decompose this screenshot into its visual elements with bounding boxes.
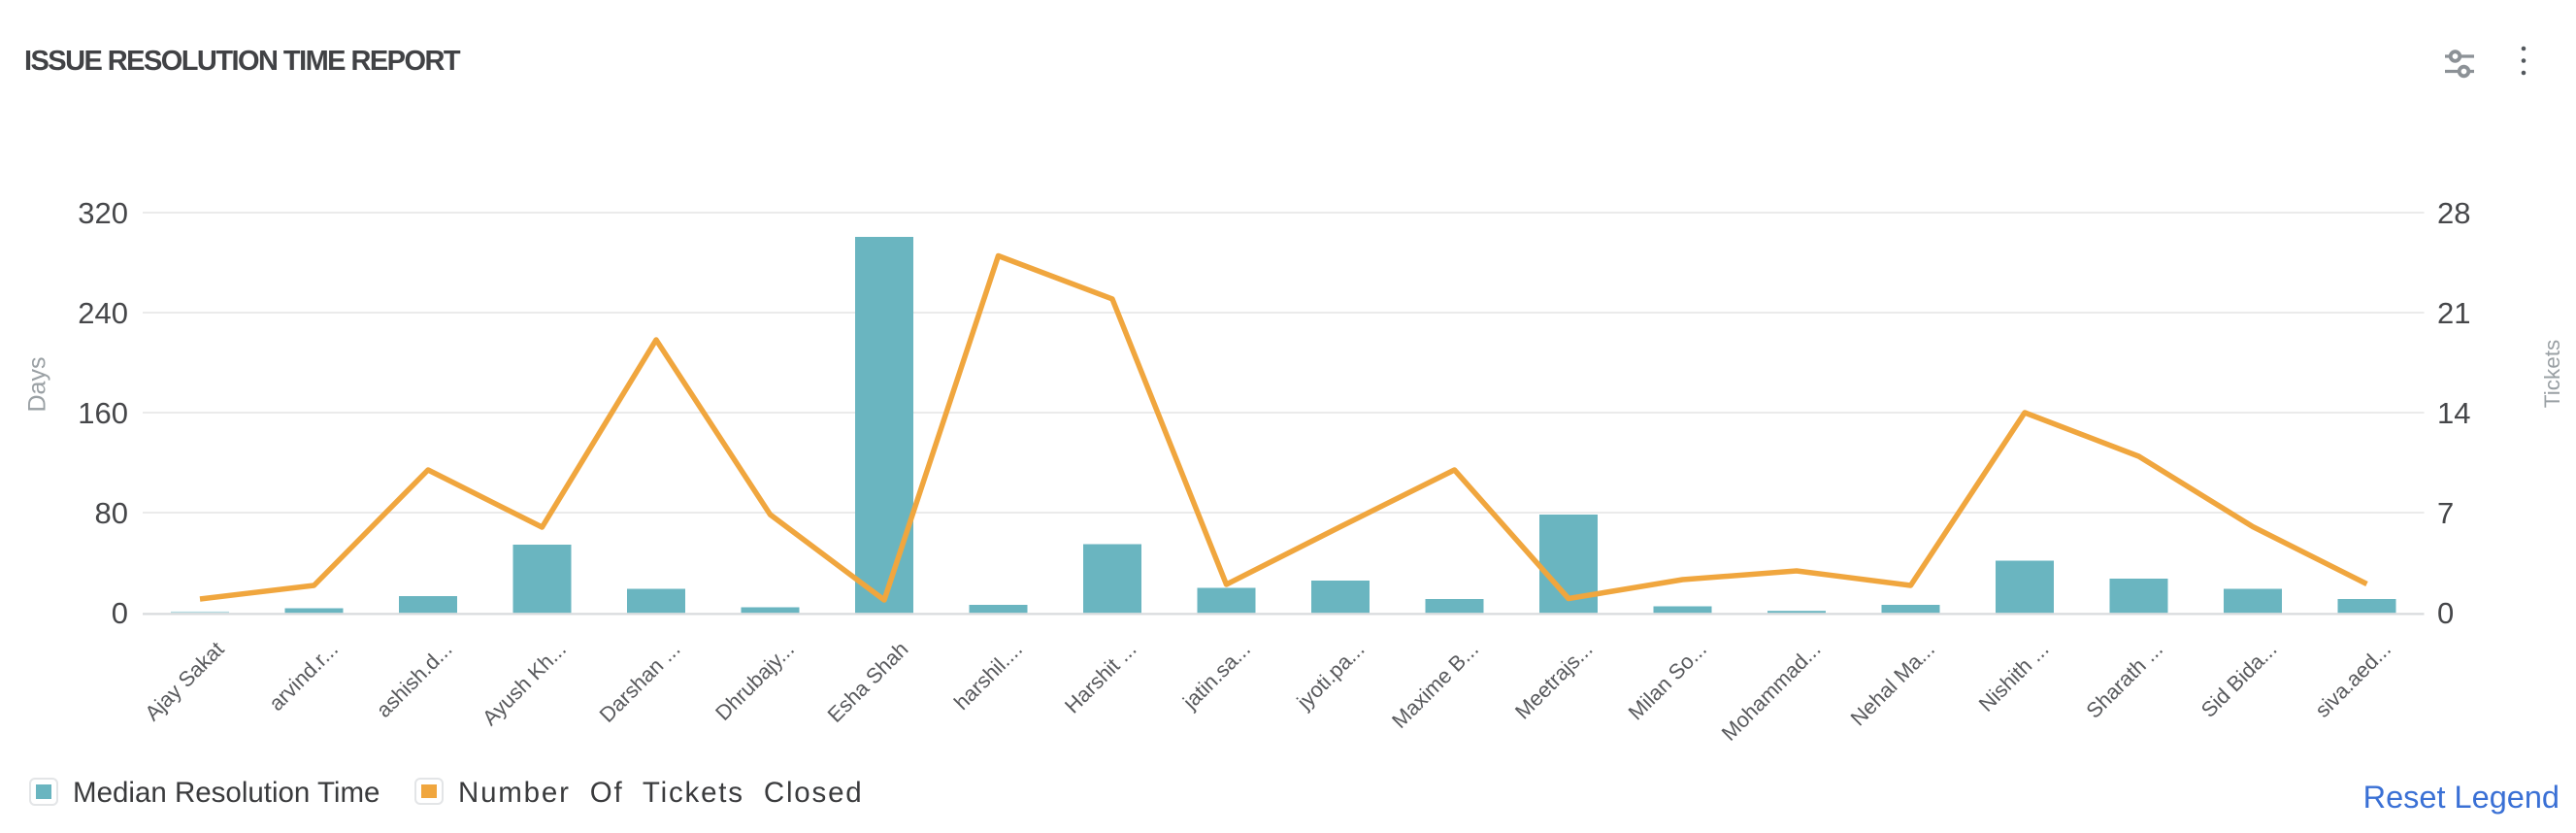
svg-text:Nehal Ma...: Nehal Ma... — [1846, 637, 1939, 730]
svg-text:Milan So...: Milan So... — [1624, 637, 1711, 724]
svg-text:0: 0 — [2437, 596, 2454, 630]
svg-text:80: 80 — [95, 496, 128, 530]
svg-text:21: 21 — [2437, 296, 2470, 330]
svg-text:Sid Bida...: Sid Bida... — [2196, 637, 2282, 722]
svg-text:Harshit ...: Harshit ... — [1060, 637, 1141, 718]
svg-text:7: 7 — [2437, 496, 2454, 530]
svg-text:240: 240 — [78, 296, 128, 330]
svg-text:Tickets: Tickets — [2540, 340, 2564, 408]
svg-text:harshil....: harshil.... — [949, 637, 1027, 715]
svg-text:14: 14 — [2437, 396, 2470, 430]
svg-text:Darshan ...: Darshan ... — [594, 637, 684, 727]
svg-text:320: 320 — [78, 196, 128, 230]
svg-text:Sharath ...: Sharath ... — [2081, 637, 2167, 723]
svg-text:Dhrubajy...: Dhrubajy... — [710, 637, 799, 725]
svg-text:0: 0 — [112, 596, 128, 630]
svg-text:Nishith ...: Nishith ... — [1974, 637, 2054, 716]
svg-text:Ajay Sakat: Ajay Sakat — [140, 637, 228, 725]
svg-text:Meetrajs...: Meetrajs... — [1510, 637, 1598, 724]
svg-text:ashish.d...: ashish.d... — [372, 637, 457, 722]
svg-text:jatin.sa...: jatin.sa... — [1177, 637, 1255, 715]
svg-text:Esha Shah: Esha Shah — [822, 637, 912, 727]
svg-text:jyoti.pa...: jyoti.pa... — [1291, 637, 1369, 715]
svg-text:Maxime B...: Maxime B... — [1387, 637, 1483, 733]
svg-text:arvind.r...: arvind.r... — [264, 637, 343, 716]
svg-text:28: 28 — [2437, 196, 2470, 230]
svg-text:160: 160 — [78, 396, 128, 430]
svg-text:Mohammad...: Mohammad... — [1717, 637, 1826, 746]
svg-text:Days: Days — [23, 357, 50, 413]
svg-text:Ayush Kh...: Ayush Kh... — [478, 637, 571, 730]
svg-text:siva.aed...: siva.aed... — [2310, 637, 2395, 722]
